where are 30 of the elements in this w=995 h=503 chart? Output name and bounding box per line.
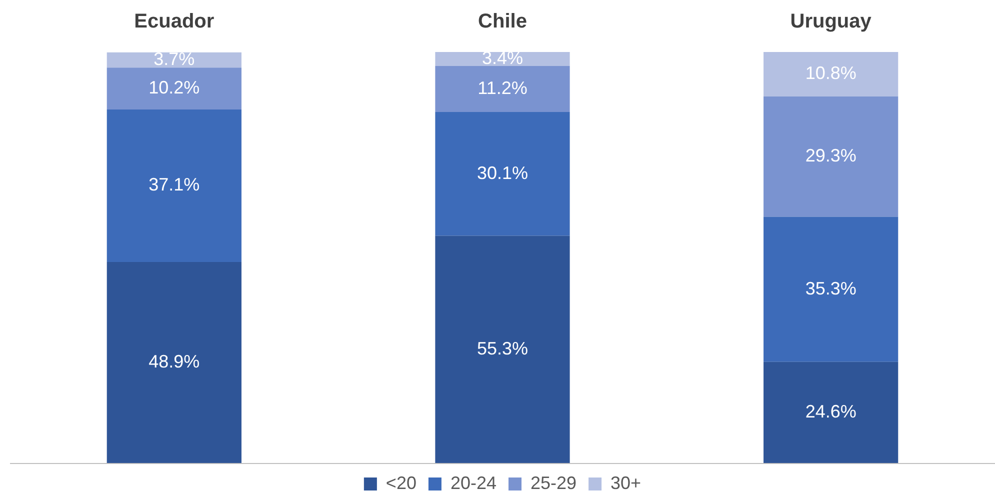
data-label: 24.6% xyxy=(805,401,856,422)
bar xyxy=(106,68,242,110)
data-label: 29.3% xyxy=(805,146,856,166)
bar xyxy=(435,112,570,236)
legend-label: <20 xyxy=(386,472,416,493)
data-label: 55.3% xyxy=(476,338,528,358)
x-tick-label: Ecuador xyxy=(134,10,214,33)
bar xyxy=(106,262,242,463)
bar xyxy=(764,52,898,96)
bar xyxy=(764,216,898,362)
data-label: 35.3% xyxy=(805,278,856,298)
data-label: 11.2% xyxy=(478,78,528,98)
data-label: 10.2% xyxy=(148,78,200,98)
bar xyxy=(435,52,570,66)
x-tick-label: Chile xyxy=(478,10,527,33)
data-label: 3.7% xyxy=(154,48,195,69)
data-label: 10.8% xyxy=(805,63,856,84)
legend-label: 20-24 xyxy=(450,472,497,493)
legend-label: 25-29 xyxy=(530,472,577,493)
data-label: 30.1% xyxy=(476,162,528,183)
bar xyxy=(435,66,570,112)
bar xyxy=(435,236,570,463)
x-tick-label: Uruguay xyxy=(790,10,872,33)
data-label: 48.9% xyxy=(148,351,200,372)
bar xyxy=(764,362,898,463)
legend-label: 30+ xyxy=(610,472,642,493)
data-label: 37.1% xyxy=(148,174,200,195)
bar xyxy=(106,110,242,262)
bar xyxy=(764,96,898,217)
data-label: 3.4% xyxy=(482,48,524,68)
